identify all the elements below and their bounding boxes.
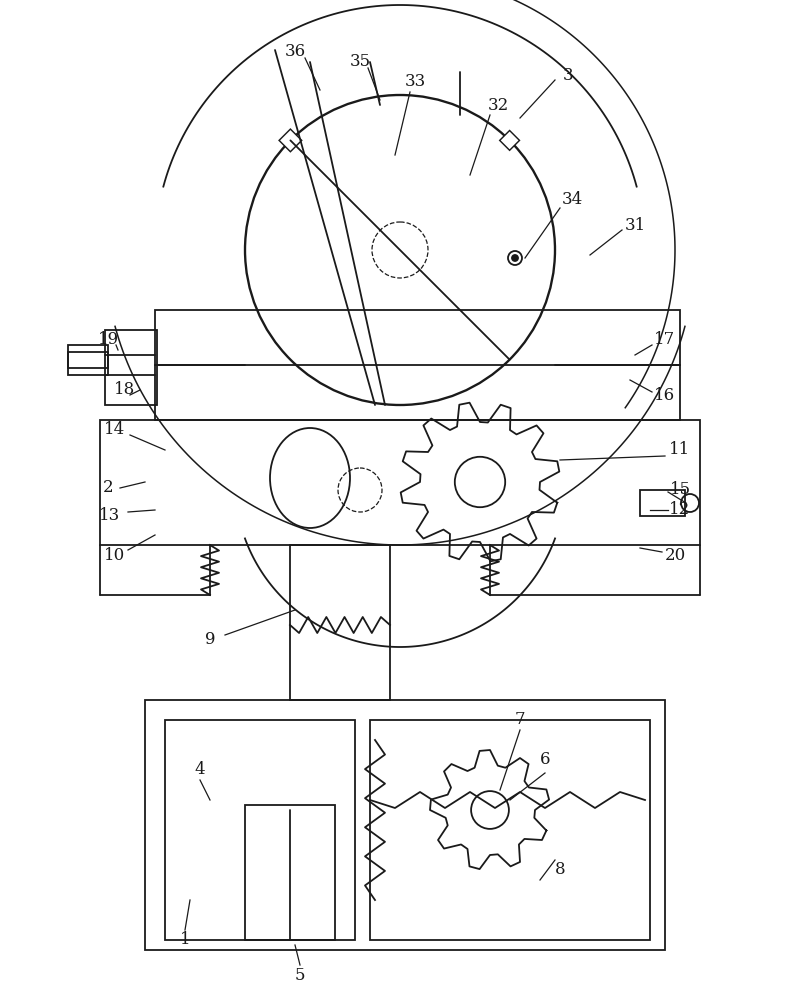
- Bar: [68, 345, 108, 375]
- Text: 19: 19: [97, 332, 118, 349]
- Bar: [145, 700, 665, 950]
- Text: 12: 12: [669, 502, 691, 518]
- Bar: [68, 352, 108, 368]
- Polygon shape: [279, 129, 302, 152]
- Text: 8: 8: [555, 861, 565, 879]
- Polygon shape: [500, 130, 520, 150]
- Circle shape: [512, 255, 518, 261]
- Text: 11: 11: [669, 442, 691, 458]
- Text: 1: 1: [180, 932, 191, 948]
- Text: 2: 2: [103, 480, 114, 496]
- Bar: [290, 545, 390, 700]
- Bar: [155, 310, 680, 420]
- Bar: [165, 720, 355, 940]
- Bar: [100, 420, 700, 545]
- Text: 18: 18: [114, 381, 135, 398]
- Text: 13: 13: [100, 506, 121, 524]
- Text: 14: 14: [105, 422, 126, 438]
- Text: 7: 7: [515, 712, 526, 728]
- Text: 15: 15: [669, 482, 690, 498]
- Text: 31: 31: [624, 217, 646, 233]
- Text: 32: 32: [487, 97, 508, 113]
- Text: 5: 5: [294, 966, 305, 984]
- Text: 34: 34: [561, 192, 582, 209]
- Bar: [640, 490, 685, 516]
- Text: 17: 17: [654, 332, 676, 349]
- Bar: [245, 805, 335, 940]
- Text: 9: 9: [204, 632, 215, 648]
- Text: 10: 10: [105, 546, 126, 564]
- Text: 36: 36: [285, 43, 306, 60]
- Text: 3: 3: [563, 66, 573, 84]
- Text: 20: 20: [664, 546, 685, 564]
- Text: 6: 6: [540, 752, 550, 768]
- Text: 16: 16: [654, 386, 676, 403]
- Bar: [105, 330, 157, 405]
- Text: 33: 33: [405, 74, 426, 91]
- Circle shape: [508, 251, 522, 265]
- Bar: [370, 720, 650, 940]
- Text: 4: 4: [195, 762, 205, 778]
- Text: 35: 35: [350, 53, 371, 70]
